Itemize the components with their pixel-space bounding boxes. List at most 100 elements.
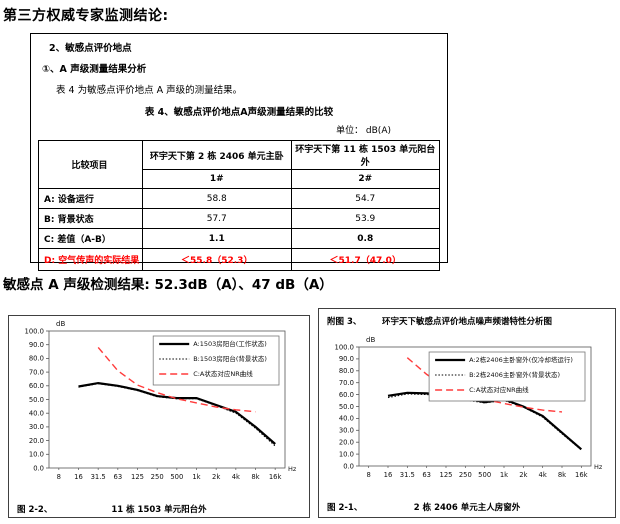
svg-text:30.0: 30.0 — [339, 427, 354, 435]
svg-text:8k: 8k — [558, 471, 566, 479]
svg-text:70.0: 70.0 — [339, 379, 354, 387]
svg-text:60.0: 60.0 — [29, 382, 44, 390]
svg-text:250: 250 — [459, 471, 472, 479]
row-value: 58.8 — [142, 188, 292, 209]
row-value: 53.9 — [290, 208, 440, 229]
figure-label: 图 2-1、 — [327, 503, 363, 513]
svg-text:80.0: 80.0 — [339, 367, 354, 375]
svg-text:40.0: 40.0 — [29, 410, 44, 418]
svg-text:0.0: 0.0 — [343, 462, 354, 470]
svg-text:4k: 4k — [232, 473, 240, 481]
figure-label: 图 2-2、 — [17, 505, 53, 515]
svg-text:125: 125 — [131, 473, 144, 481]
svg-text:100.0: 100.0 — [25, 327, 44, 335]
svg-text:Hz: Hz — [594, 463, 603, 471]
row-value: 57.7 — [142, 208, 292, 229]
svg-text:8k: 8k — [251, 473, 259, 481]
row-value: ＜55.8（52.3） — [142, 248, 292, 271]
point-label-1: 1# — [142, 169, 292, 189]
table-row: B: 背景状态 57.7 53.9 — [38, 208, 440, 229]
table-row-result: D: 空气传声的实际结果 ＜55.8（52.3） ＜51.7（47.0） — [38, 248, 440, 271]
svg-text:B:2栋2406主卧窗外(背景状态): B:2栋2406主卧窗外(背景状态) — [469, 370, 560, 379]
svg-text:90.0: 90.0 — [29, 341, 44, 349]
left-chart-caption-row: 图 2-2、 11 栋 1503 单元阳台外 — [9, 498, 309, 520]
section-heading: 2、敏感点评价地点 — [49, 43, 132, 54]
svg-text:16k: 16k — [575, 471, 588, 479]
table-header-row: 比较项目 环宇天下第 2 栋 2406 单元主卧 环宇天下第 11 栋 1503… — [38, 140, 440, 189]
svg-text:31.5: 31.5 — [400, 471, 415, 479]
svg-text:20.0: 20.0 — [339, 439, 354, 447]
row-label: B: 背景状态 — [38, 208, 143, 229]
svg-text:dB: dB — [56, 320, 65, 328]
svg-text:1k: 1k — [192, 473, 200, 481]
chart-title: 环宇天下敏感点评价地点噪声频谱特性分析图 — [381, 317, 552, 327]
svg-text:C:A状态对应NR曲线: C:A状态对应NR曲线 — [193, 369, 253, 378]
unit-label: 单位： dB(A) — [336, 126, 391, 136]
svg-text:A:1503房阳台(工作状态): A:1503房阳台(工作状态) — [193, 339, 267, 348]
svg-text:20.0: 20.0 — [29, 437, 44, 445]
chart-caption: 11 栋 1503 单元阳台外 — [111, 505, 207, 515]
svg-text:8: 8 — [57, 473, 61, 481]
svg-text:70.0: 70.0 — [29, 368, 44, 376]
svg-text:16k: 16k — [269, 473, 282, 481]
svg-text:2k: 2k — [519, 471, 527, 479]
svg-text:A:2栋2406主卧窗外(仅冷却塔运行): A:2栋2406主卧窗外(仅冷却塔运行) — [469, 355, 573, 364]
right-chart-caption-row: 图 2-1、 2 栋 2406 单元主人房窗外 — [319, 496, 615, 518]
table-point-row: 1# 2# — [39, 169, 440, 189]
result-summary-line: 敏感点 A 声级检测结果: 52.3dB（A）、47 dB（A） — [3, 277, 333, 293]
svg-text:60.0: 60.0 — [339, 391, 354, 399]
row-value: ＜51.7（47.0） — [290, 248, 440, 271]
svg-text:250: 250 — [151, 473, 164, 481]
table-row: C: 差值（A-B） 1.1 0.8 — [38, 228, 440, 249]
svg-text:0.0: 0.0 — [33, 464, 44, 472]
svg-text:80.0: 80.0 — [29, 355, 44, 363]
appendix-figure-label: 附图 3、 — [327, 317, 362, 327]
svg-text:16: 16 — [384, 471, 393, 479]
row-value: 1.1 — [142, 228, 292, 249]
svg-text:50.0: 50.0 — [339, 403, 354, 411]
chart-caption: 2 栋 2406 单元主人房窗外 — [413, 503, 521, 513]
svg-text:4k: 4k — [539, 471, 547, 479]
svg-text:16: 16 — [74, 473, 83, 481]
table-title: 表 4、敏感点评价地点A声级测量结果的比较 — [144, 107, 334, 118]
svg-text:50.0: 50.0 — [29, 396, 44, 404]
monitoring-report-box: 2、敏感点评价地点 ①、A 声级测量结果分析 表 4 为敏感点评价地点 A 声级… — [30, 33, 448, 271]
point-label-2: 2# — [290, 169, 440, 189]
svg-text:2k: 2k — [212, 473, 220, 481]
svg-text:10.0: 10.0 — [339, 450, 354, 458]
svg-text:100.0: 100.0 — [335, 343, 354, 351]
chart-panel-left: 0.0 10.0 20.0 30.0 40.0 50.0 60.0 70.0 80.0 90.0 1… — [8, 315, 310, 518]
svg-text:dB: dB — [366, 336, 375, 344]
chart-panel-right: 附图 3、 环宇天下敏感点评价地点噪声频谱特性分析图 0.0 10.0 20.0 30… — [318, 308, 616, 518]
svg-text:1k: 1k — [500, 471, 508, 479]
svg-text:C:A状态对应NR曲线: C:A状态对应NR曲线 — [469, 385, 529, 394]
svg-text:500: 500 — [170, 473, 183, 481]
svg-text:8: 8 — [367, 471, 371, 479]
left-chart-svg: 0.0 10.0 20.0 30.0 40.0 50.0 60.0 70.0 80.0 90.0 1… — [9, 316, 309, 498]
row-label: A: 设备运行 — [38, 188, 143, 209]
svg-text:40.0: 40.0 — [339, 415, 354, 423]
right-chart-svg: 0.0 10.0 20.0 30.0 40.0 50.0 60.0 70.0 80.0 90.0 1… — [319, 332, 615, 496]
table-row: A: 设备运行 58.8 54.7 — [38, 188, 440, 209]
intro-text: 表 4 为敏感点评价地点 A 声级的测量结果。 — [56, 85, 243, 96]
row-label: D: 空气传声的实际结果 — [38, 248, 143, 271]
svg-text:B:1503房阳台(背景状态): B:1503房阳台(背景状态) — [193, 354, 267, 363]
svg-text:90.0: 90.0 — [339, 355, 354, 363]
header-compare-item: 比较项目 — [38, 140, 143, 189]
svg-text:31.5: 31.5 — [91, 473, 106, 481]
svg-text:Hz: Hz — [288, 465, 297, 473]
row-value: 0.8 — [290, 228, 440, 249]
svg-text:10.0: 10.0 — [29, 451, 44, 459]
svg-text:63: 63 — [422, 471, 431, 479]
sub-heading: ①、A 声级测量结果分析 — [42, 64, 147, 75]
svg-text:30.0: 30.0 — [29, 423, 44, 431]
right-chart-header: 附图 3、 环宇天下敏感点评价地点噪声频谱特性分析图 — [319, 312, 615, 332]
page-title: 第三方权威专家监测结论: — [3, 8, 169, 24]
header-location-1: 环宇天下第 2 栋 2406 单元主卧 — [142, 140, 292, 170]
row-label: C: 差值（A-B） — [38, 228, 143, 249]
svg-text:500: 500 — [478, 471, 491, 479]
comparison-table: 比较项目 环宇天下第 2 栋 2406 单元主卧 环宇天下第 11 栋 1503… — [38, 140, 440, 271]
svg-text:63: 63 — [114, 473, 123, 481]
row-value: 54.7 — [290, 188, 440, 209]
svg-text:125: 125 — [440, 471, 453, 479]
